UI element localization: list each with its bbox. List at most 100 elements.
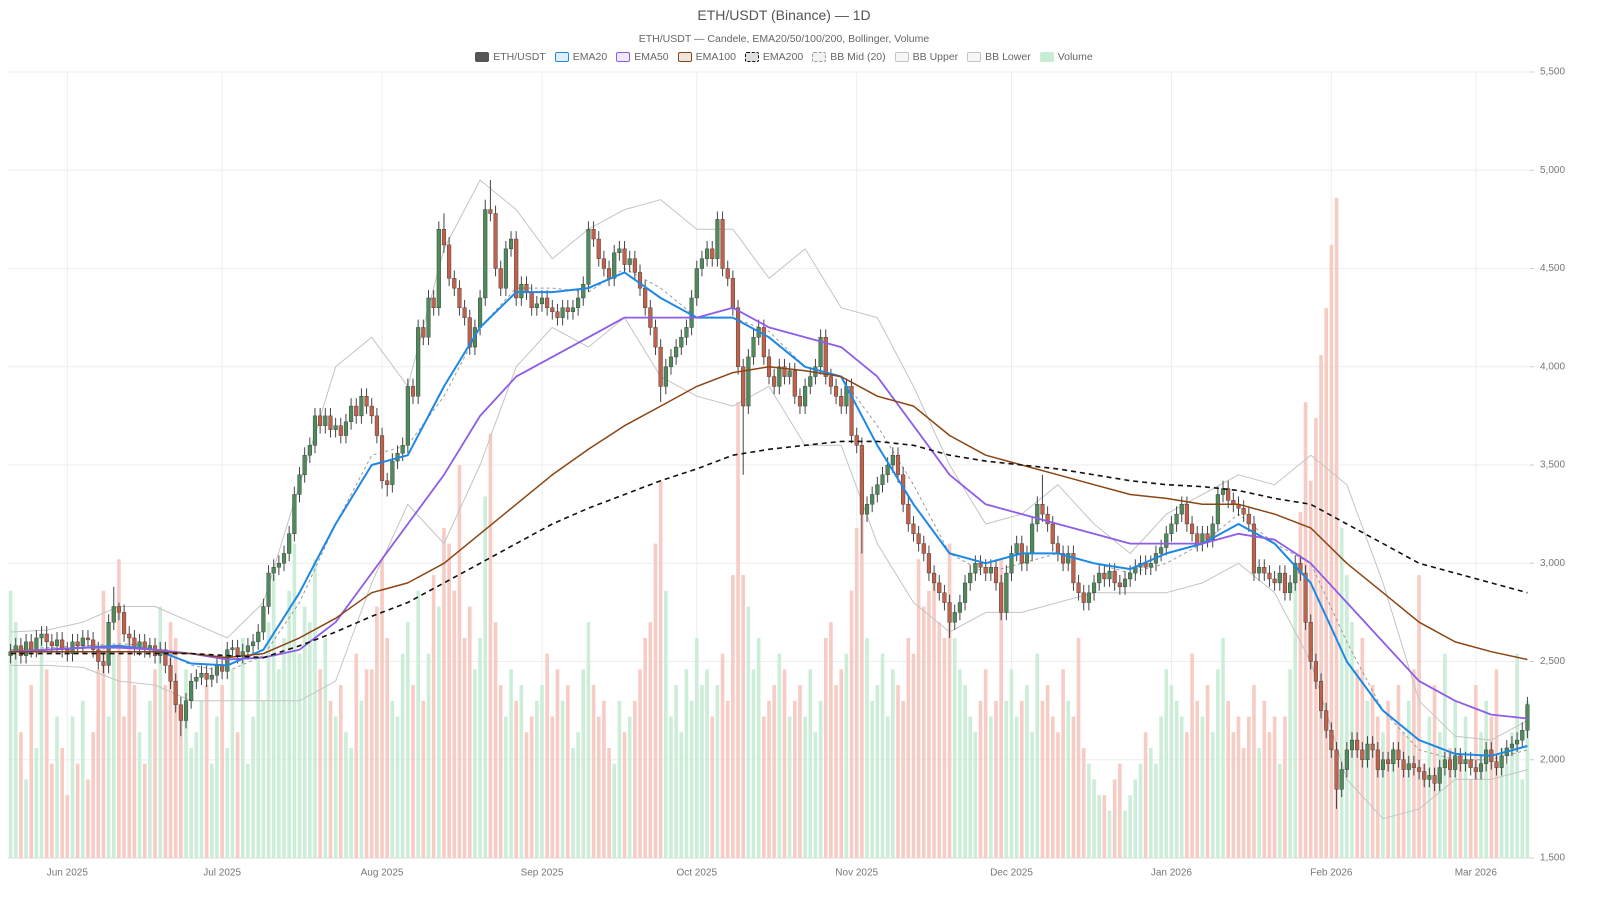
volume-bar — [1324, 307, 1329, 858]
candle-body — [431, 297, 436, 309]
volume-bar — [565, 685, 570, 858]
candle-body — [674, 346, 679, 358]
volume-bar — [375, 606, 379, 858]
volume-bar — [153, 669, 157, 858]
volume-bar — [591, 685, 596, 858]
candle-body — [1515, 739, 1520, 745]
candle-body — [1360, 749, 1365, 760]
volume-bar — [194, 732, 199, 858]
candle-body — [1282, 572, 1287, 593]
y-tick-label: 5,500 — [1540, 67, 1565, 78]
volume-bar — [225, 747, 230, 858]
x-tick-label: Jun 2025 — [47, 868, 89, 879]
volume-bar — [406, 622, 410, 858]
y-tick-label: 3,500 — [1540, 460, 1565, 471]
volume-bar — [318, 669, 322, 858]
candle-body — [312, 415, 318, 446]
candle-body — [1112, 570, 1117, 584]
volume-bar — [1216, 669, 1220, 858]
candle-body — [467, 317, 472, 348]
candle-body — [1257, 566, 1262, 574]
candle-body — [230, 647, 235, 650]
candle-body — [1267, 572, 1272, 580]
candle-body — [1169, 523, 1174, 534]
y-tick-label: 2,500 — [1540, 656, 1565, 667]
volume-bar — [1355, 669, 1359, 858]
volume-bar — [849, 590, 854, 858]
volume-bar — [1133, 779, 1138, 858]
volume-bar — [1458, 763, 1463, 858]
candle-body — [1117, 582, 1122, 588]
volume-bar — [369, 669, 374, 858]
volume-bar — [266, 622, 271, 858]
candle-body — [390, 460, 395, 485]
candle-body — [483, 209, 488, 299]
candle-body — [828, 376, 833, 387]
volume-bar — [1190, 653, 1194, 858]
volume-bar — [627, 716, 632, 858]
volume-bar — [1025, 685, 1029, 858]
candle-body — [1365, 743, 1370, 760]
candle-body — [1277, 572, 1282, 584]
volume-bar — [813, 732, 818, 858]
candle-body — [220, 665, 225, 672]
x-tick-label: Nov 2025 — [835, 868, 878, 879]
candle-body — [261, 606, 266, 633]
volume-bar — [1396, 685, 1401, 858]
volume-bar — [1066, 700, 1071, 858]
volume-bar — [710, 716, 715, 858]
candle-body — [364, 396, 369, 407]
candle-body — [926, 553, 931, 574]
candle-body — [106, 622, 111, 666]
volume-bar — [354, 653, 359, 858]
volume-bar — [571, 747, 575, 858]
candle-body — [271, 566, 276, 574]
x-tick-label: Sep 2025 — [521, 868, 564, 879]
volume-bar — [545, 653, 549, 858]
candle-body — [194, 677, 199, 682]
volume-bar — [70, 716, 75, 858]
candle-body — [163, 649, 168, 666]
candle-body — [1370, 743, 1375, 751]
volume-bar — [148, 700, 152, 858]
volume-bar — [653, 543, 658, 858]
candle-body — [550, 307, 555, 312]
candle-body — [957, 602, 962, 613]
volume-bar — [1489, 716, 1494, 858]
candle-body — [1148, 563, 1153, 568]
volume-bar — [581, 669, 586, 858]
candle-body — [132, 637, 137, 648]
volume-bar — [302, 606, 307, 858]
candle-body — [1251, 523, 1257, 574]
volume-bar — [91, 732, 95, 858]
candle-body — [338, 425, 343, 436]
candle-body — [576, 297, 581, 309]
candle-body — [75, 641, 80, 646]
candle-body — [1324, 710, 1329, 731]
volume-bar — [916, 559, 921, 858]
candle-body — [1463, 759, 1468, 764]
volume-bar — [1020, 700, 1024, 858]
volume-bar — [798, 685, 802, 858]
volume-bar — [498, 685, 503, 858]
candle-body — [1406, 763, 1411, 770]
legend-item: BB Mid (20) — [812, 51, 886, 63]
candle-body — [725, 268, 730, 279]
legend-item: EMA50 — [616, 51, 669, 63]
volume-bar — [1102, 795, 1107, 858]
candle-body — [209, 675, 214, 680]
volume-bar — [1283, 716, 1287, 858]
chart-subtitle: ETH/USDT — Candele, EMA20/50/100/200, Bo… — [638, 33, 930, 45]
candle-body — [519, 284, 524, 299]
volume-bar — [179, 716, 183, 858]
volume-bar — [1463, 716, 1468, 858]
legend-item: ETH/USDT — [475, 51, 546, 63]
candle-body — [1411, 763, 1416, 768]
indicator-line — [10, 271, 1528, 757]
candle-body — [1308, 622, 1313, 662]
candle-body — [1004, 572, 1009, 613]
candle-body — [116, 606, 121, 613]
candle-body — [1303, 572, 1308, 623]
candle-body — [318, 415, 323, 426]
candle-body — [534, 303, 539, 308]
